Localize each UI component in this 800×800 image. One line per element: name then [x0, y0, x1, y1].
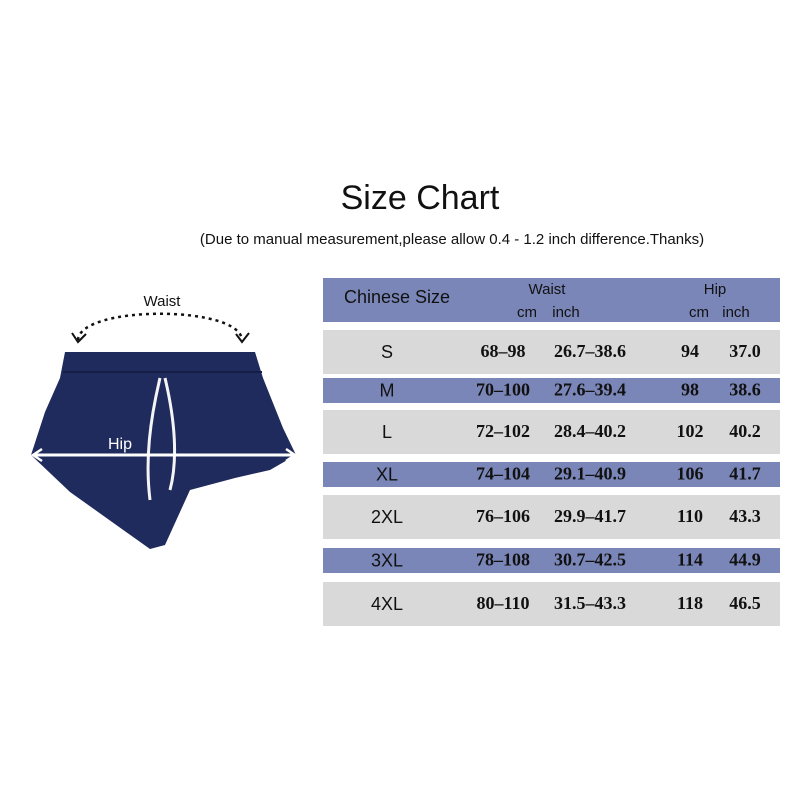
size-cell: XL [376, 464, 398, 484]
header-waist: Waist [529, 281, 567, 298]
subheader: cm [517, 304, 537, 321]
measure-cell: 74–104 [476, 464, 530, 484]
size-cell: 4XL [371, 594, 403, 614]
subheader: inch [722, 304, 750, 321]
table-row [323, 330, 780, 374]
shorts-illustration [30, 312, 298, 549]
size-cell: 2XL [371, 507, 403, 527]
measure-cell: 43.3 [729, 506, 761, 526]
table-row [323, 378, 780, 403]
measure-cell: 94 [681, 341, 699, 361]
measure-cell: 44.9 [729, 550, 761, 570]
subtitle: (Due to manual measurement,please allow … [200, 231, 704, 248]
measure-cell: 110 [677, 506, 703, 526]
measure-cell: 46.5 [729, 593, 761, 613]
measure-cell: 118 [677, 593, 703, 613]
table-row [323, 548, 780, 573]
size-table: Chinese Size Waist Hip cm inch cm inch S… [323, 278, 780, 626]
table-row [323, 462, 780, 487]
size-cell: S [381, 342, 393, 362]
header-row [323, 278, 780, 322]
header-size: Chinese Size [344, 287, 450, 307]
header-hip: Hip [704, 281, 727, 298]
measure-cell: 27.6–39.4 [554, 380, 626, 400]
measure-cell: 29.9–41.7 [554, 506, 626, 526]
subheader: inch [552, 304, 580, 321]
title: Size Chart [341, 179, 500, 217]
measure-cell: 78–108 [476, 550, 530, 570]
size-cell: M [380, 380, 395, 400]
table-row [323, 495, 780, 539]
size-cell: 3XL [371, 550, 403, 570]
size-cell: L [382, 422, 392, 442]
measure-cell: 26.7–38.6 [554, 341, 626, 361]
measure-cell: 29.1–40.9 [554, 464, 626, 484]
measure-cell: 102 [677, 421, 704, 441]
measure-cell: 28.4–40.2 [554, 421, 626, 441]
table-row [323, 582, 780, 626]
measure-cell: 30.7–42.5 [554, 550, 626, 570]
measure-cell: 98 [681, 380, 699, 400]
measure-cell: 114 [677, 550, 703, 570]
measure-cell: 80–110 [476, 593, 529, 613]
measure-cell: 106 [677, 464, 704, 484]
measure-cell: 31.5–43.3 [554, 593, 626, 613]
measure-cell: 68–98 [481, 341, 526, 361]
measure-cell: 41.7 [729, 464, 761, 484]
measure-cell: 37.0 [729, 341, 761, 361]
measure-cell: 72–102 [476, 421, 530, 441]
measure-cell: 70–100 [476, 380, 530, 400]
measure-cell: 40.2 [729, 421, 761, 441]
measure-cell: 38.6 [729, 380, 761, 400]
measure-cell: 76–106 [476, 506, 530, 526]
hip-label: Hip [108, 436, 132, 453]
table-row [323, 410, 780, 454]
subheader: cm [689, 304, 709, 321]
waist-label: Waist [144, 293, 182, 310]
